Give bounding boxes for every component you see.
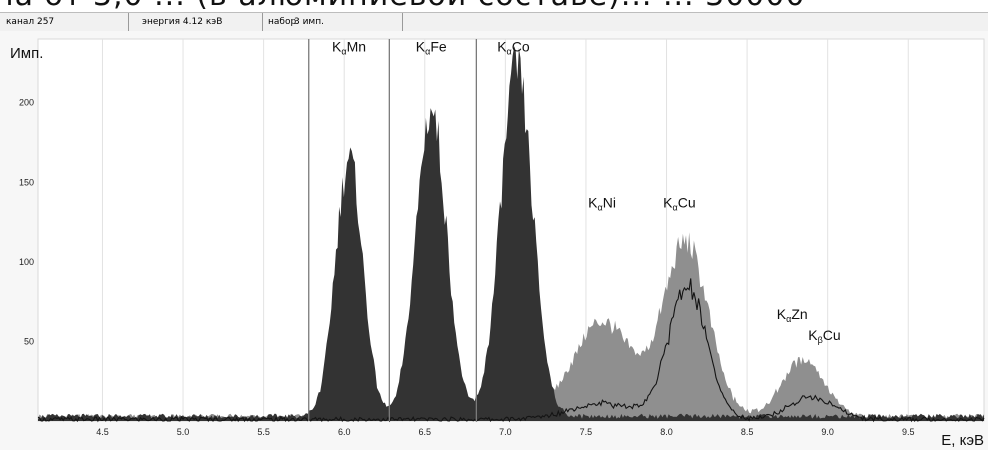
y-tick-label: 100 [19,257,34,267]
y-tick-label: 200 [19,98,34,108]
peak-label-mn: KαMn [332,39,366,57]
y-tick-label: 150 [19,177,34,187]
spectrum-dark-area [38,46,984,421]
x-tick-label: 9.0 [821,427,834,437]
peak-label-ni: KαNi [588,195,616,213]
peak-label-cu: KβCu [808,327,840,345]
status-acquisition-label: набор [268,17,297,27]
spectrum-outline-line [37,278,985,423]
tick-layer: 4.5 5.0 5.5 6.0 6.5 7.0 7.5 8.0 8.5 9.0 9.5 50 100 15… [19,98,915,437]
x-tick-label: 8.5 [741,427,754,437]
status-acquisition-value: 3 имп. [294,17,324,27]
marker-layer [308,39,478,421]
status-channel-cell: канал 257 [0,13,129,31]
status-energy: энергия 4.12 кэВ [142,17,223,27]
x-tick-label: 5.0 [177,427,190,437]
y-axis-label: Имп. [10,45,43,62]
x-tick-label: 4.5 [96,427,109,437]
x-tick-label: 7.0 [499,427,512,437]
status-acquisition-cell: набор 3 имп. [262,13,403,31]
cropped-caption-text: на от 3,0 ... (в алюминиевой составе)...… [0,0,806,12]
status-energy-cell: энергия 4.12 кэВ [128,13,263,31]
status-bar: канал 257 энергия 4.12 кэВ набор 3 имп. [0,12,988,33]
x-tick-label: 6.5 [419,427,432,437]
cropped-caption: на от 3,0 ... (в алюминиевой составе)...… [0,0,988,12]
peak-label-co: KαCo [497,39,530,57]
x-tick-label: 9.5 [902,427,915,437]
x-tick-label: 7.5 [580,427,593,437]
x-tick-label: 5.5 [257,427,270,437]
series-layer [37,46,985,423]
peak-label-fe: KαFe [416,39,447,57]
spectrum-chart: 4.5 5.0 5.5 6.0 6.5 7.0 7.5 8.0 8.5 9.0 9.5 50 100 15… [0,31,988,450]
status-channel: канал 257 [6,17,55,27]
x-tick-label: 8.0 [660,427,673,437]
peak-label-cu: KαCu [663,195,695,213]
x-tick-label: 6.0 [338,427,351,437]
x-axis-label: E, кэВ [941,432,984,449]
peak-label-zn: KαZn [777,306,808,324]
y-tick-label: 50 [24,336,34,346]
